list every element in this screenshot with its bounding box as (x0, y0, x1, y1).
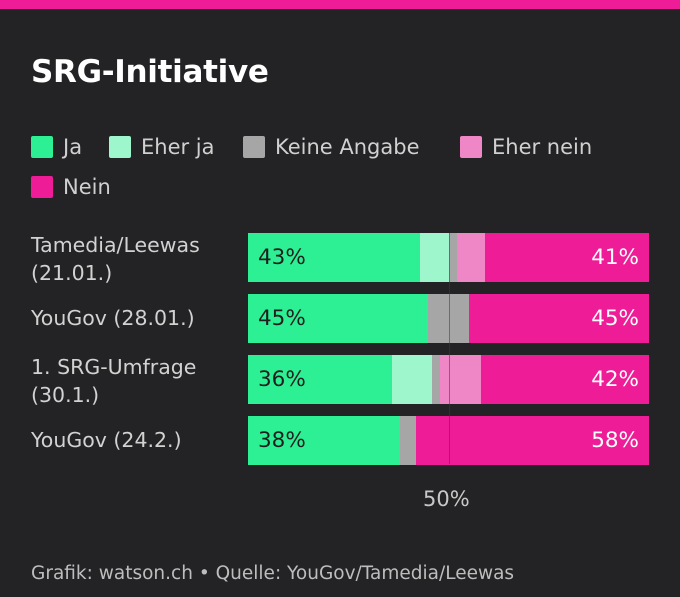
bar-segment-ja (248, 416, 401, 465)
nein-value-label: 42% (591, 367, 639, 392)
stacked-bar: 36% 42% (248, 355, 649, 404)
bar-segment-keine-angabe (428, 294, 470, 343)
row-label: YouGov (28.01.) (31, 306, 195, 330)
legend-label-ja: Ja (63, 135, 83, 159)
bar-segment-nein (480, 355, 649, 404)
stacked-bar: 43% 41% (248, 233, 649, 282)
bar-segment-keine-angabe (400, 416, 417, 465)
fifty-percent-reference-line (449, 233, 450, 464)
bar-segment-keine-angabe (448, 233, 458, 282)
bar-segment-ja (248, 294, 429, 343)
legend-swatch-eher-nein (460, 136, 482, 158)
nein-value-label: 58% (591, 428, 639, 453)
legend-swatch-eher-ja (109, 136, 131, 158)
bar-segment-eher-ja (392, 355, 433, 404)
ja-value-label: 45% (258, 306, 306, 331)
stacked-bar: 38% 58% (248, 416, 649, 465)
row-label: 1. SRG-Umfrage (30.1.) (31, 355, 197, 407)
top-accent-bar (0, 0, 680, 9)
bar-segment-nein (416, 416, 649, 465)
bar-segment-eher-nein (440, 355, 482, 404)
row-label: Tamedia/Leewas (21.01.) (31, 233, 200, 285)
legend-label-eher-ja: Eher ja (141, 135, 215, 159)
legend-item-ja: Ja (31, 135, 82, 159)
legend-item-eher-nein: Eher nein (460, 135, 592, 159)
bar-segment-nein (484, 233, 649, 282)
nein-value-label: 45% (591, 306, 639, 331)
source-footer: Grafik: watson.ch • Quelle: YouGov/Tamed… (31, 563, 515, 584)
legend-swatch-keine-angabe (243, 136, 265, 158)
ja-value-label: 43% (258, 245, 306, 270)
bar-segment-eher-ja (420, 233, 449, 282)
legend-label-nein: Nein (63, 175, 111, 199)
bar-segment-ja (248, 355, 393, 404)
bar-segment-keine-angabe (432, 355, 441, 404)
legend-item-eher-ja: Eher ja (109, 135, 215, 159)
nein-value-label: 41% (591, 245, 639, 270)
bar-segment-eher-nein (456, 233, 486, 282)
row-label: YouGov (24.2.) (31, 428, 182, 452)
bar-segment-ja (248, 233, 421, 282)
legend-item-nein: Nein (31, 175, 111, 199)
ja-value-label: 38% (258, 428, 306, 453)
bar-segment-nein (468, 294, 649, 343)
legend-swatch-ja (31, 136, 53, 158)
stacked-bar: 45% 45% (248, 294, 649, 343)
legend-item-keine-angabe: Keine Angabe (243, 135, 420, 159)
fifty-percent-label: 50% (423, 487, 470, 511)
legend-label-eher-nein: Eher nein (492, 135, 593, 159)
legend-swatch-nein (31, 176, 53, 198)
ja-value-label: 36% (258, 367, 306, 392)
legend-label-keine-angabe: Keine Angabe (275, 135, 420, 159)
chart-title: SRG-Initiative (31, 54, 269, 90)
